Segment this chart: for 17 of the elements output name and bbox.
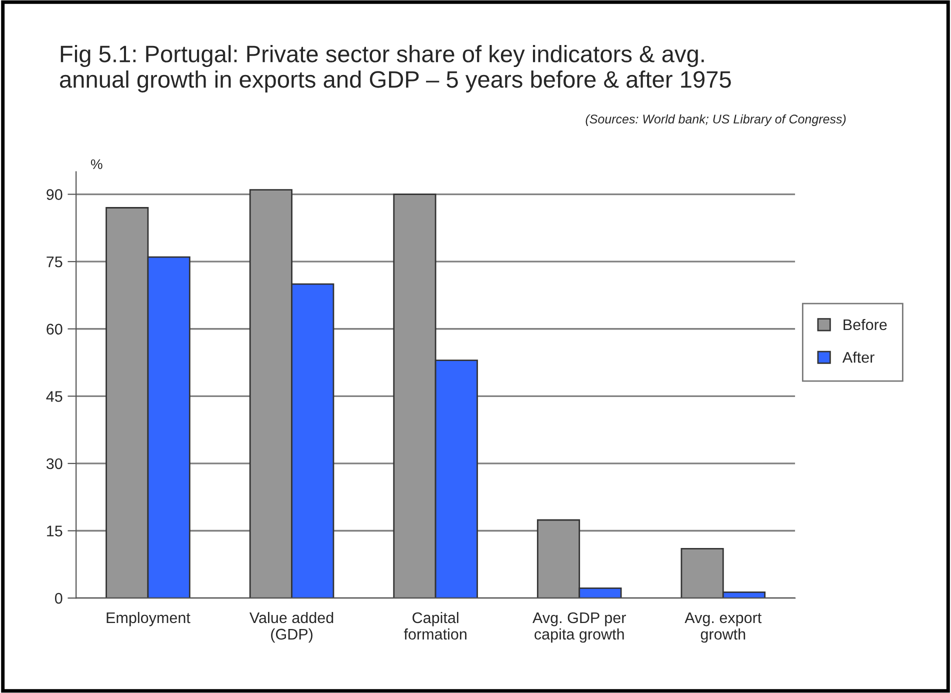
y-tick-label: 0 xyxy=(54,592,62,604)
legend-label: After xyxy=(842,352,874,363)
y-tick-label: 60 xyxy=(46,324,62,335)
legend-label: Before xyxy=(844,318,887,330)
y-tick-label: 45 xyxy=(46,391,62,402)
x-tick-label: Avg. GDP per capita growth xyxy=(532,612,626,643)
chart-title: Fig 5.1: Portugal: Private sector share of key indicators & avg. annual growth in exports and GDP – 5 years before & after 1975 xyxy=(60,45,731,92)
y-tick-label: 15 xyxy=(47,526,62,536)
x-tick-label: Value added (GDP) xyxy=(250,612,334,643)
x-tick-label: Employment xyxy=(106,612,190,626)
x-tick-label: Avg. export growth xyxy=(684,612,762,643)
y-tick-label: 75 xyxy=(46,256,62,268)
y-tick-label: 90 xyxy=(46,189,62,200)
x-tick-label: Capital formation xyxy=(404,612,466,640)
text: (Sources: World bank; US Library of Congress) xyxy=(586,114,846,126)
y-tick-label: 30 xyxy=(46,458,62,470)
y-axis-title: % xyxy=(90,159,102,170)
